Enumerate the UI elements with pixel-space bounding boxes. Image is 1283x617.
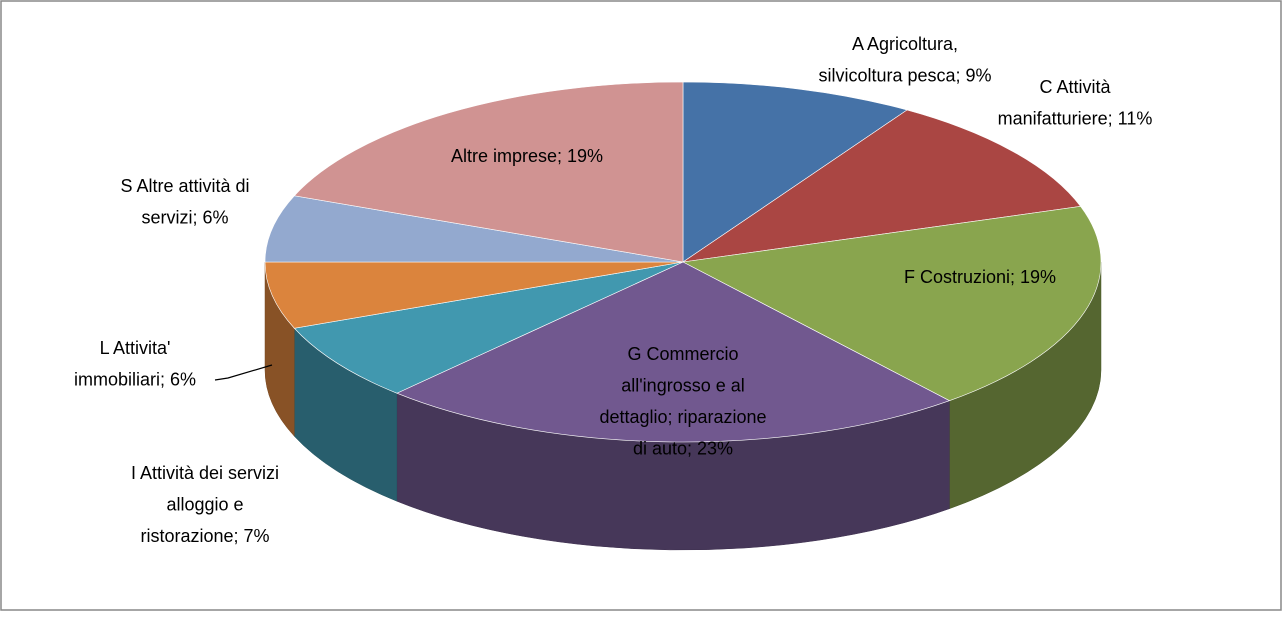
- pie-slice: [264, 261, 684, 329]
- slice-label: S Altre attività di: [120, 176, 249, 196]
- slice-label: L Attivita': [100, 338, 171, 358]
- slice-label: dettaglio; riparazione: [599, 407, 766, 427]
- slice-label: manifatturiere; 11%: [998, 108, 1153, 128]
- labels: A Agricoltura, silvicoltura pesca; 9% C At…: [74, 34, 1152, 546]
- slice-label: alloggio e: [166, 494, 243, 514]
- pie-tops: [264, 81, 1102, 443]
- slice-label: C Attività: [1039, 77, 1111, 97]
- slice-label: servizi; 6%: [141, 207, 228, 227]
- slice-label: immobiliari; 6%: [74, 369, 196, 389]
- slice-label: silvicoltura pesca; 9%: [818, 65, 991, 85]
- pie-slice: [682, 81, 908, 263]
- pie-slice: [682, 206, 1102, 402]
- pie-slice: [396, 261, 951, 443]
- pie-sides: [264, 261, 1102, 551]
- slice-label: F Costruzioni; 19%: [904, 267, 1056, 287]
- pie-slice: [682, 109, 1082, 263]
- leader-line: [214, 364, 273, 381]
- slice-label: Altre imprese; 19%: [451, 146, 603, 166]
- pie-slice: [293, 81, 684, 263]
- slice-label: I Attività dei servizi: [131, 463, 279, 483]
- slice-label: di auto; 23%: [633, 438, 733, 458]
- pie-slice: [293, 261, 684, 394]
- slice-label: G Commercio: [627, 344, 738, 364]
- slice-label: ristorazione; 7%: [140, 526, 269, 546]
- slice-label: A Agricoltura,: [852, 34, 958, 54]
- slice-label: all'ingrosso e al: [621, 375, 745, 395]
- pie-slice: [264, 195, 684, 263]
